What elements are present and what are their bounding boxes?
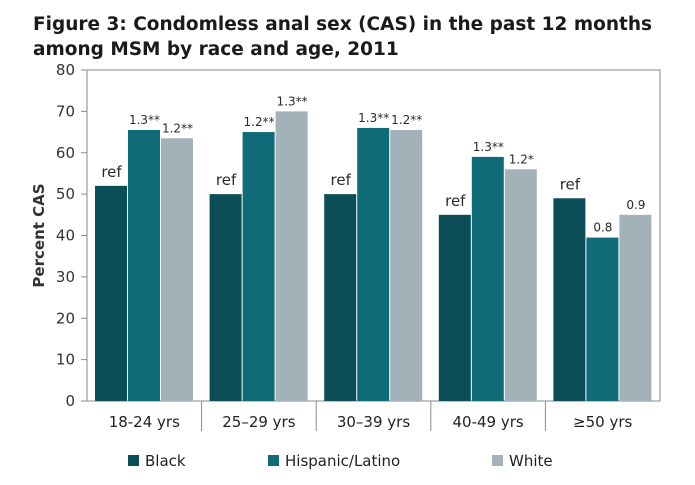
bar-0-1 [209, 194, 242, 401]
legend-swatch-0 [128, 455, 139, 466]
data-label-1-0: 1.3** [129, 113, 160, 127]
bar-0-2 [324, 194, 357, 401]
data-label-1-2: 1.3** [358, 111, 389, 125]
y-tick-label: 60 [56, 144, 75, 162]
bar-1-4 [586, 237, 619, 401]
chart-title-line-2: among MSM by race and age, 2011 [33, 39, 399, 60]
data-label-0-3: ref [445, 192, 466, 210]
x-category-label: 30–39 yrs [337, 413, 410, 431]
bar-2-3 [504, 169, 537, 401]
legend-label-1: Hispanic/Latino [285, 452, 400, 470]
y-tick-label: 40 [56, 227, 75, 245]
legend-label-0: Black [145, 452, 186, 470]
data-label-2-0: 1.2** [162, 121, 193, 135]
legend: Black Hispanic/Latino White [128, 452, 553, 470]
data-label-1-1: 1.2** [244, 115, 275, 129]
data-label-0-2: ref [331, 171, 352, 189]
data-label-0-1: ref [216, 171, 237, 189]
data-label-1-3: 1.3** [473, 140, 504, 154]
y-tick-label: 0 [65, 392, 75, 410]
x-category-label: 40-49 yrs [452, 413, 523, 431]
bar-0-0 [95, 185, 127, 401]
data-label-1-4: 0.8 [593, 221, 612, 235]
data-label-2-4: 0.9 [626, 198, 645, 212]
legend-label-2: White [509, 452, 553, 470]
y-axis-label: Percent CAS [30, 183, 48, 287]
bar-2-2 [390, 129, 423, 401]
y-tick-label: 70 [56, 102, 75, 120]
legend-swatch-2 [492, 455, 503, 466]
bar-2-0 [161, 138, 193, 402]
y-tick-label: 80 [56, 61, 75, 79]
data-label-0-0: ref [101, 163, 122, 181]
bar-0-4 [553, 198, 586, 401]
x-category-label: ≥50 yrs [573, 413, 632, 431]
y-tick-label: 10 [56, 351, 75, 369]
bar-1-2 [357, 127, 390, 402]
bar-1-3 [471, 156, 504, 401]
data-label-2-2: 1.2** [391, 113, 422, 127]
legend-swatch-1 [268, 455, 279, 466]
y-tick-label: 50 [56, 185, 75, 203]
chart-title-line-1: Figure 3: Condomless anal sex (CAS) in t… [33, 14, 652, 35]
bar-1-1 [242, 132, 275, 401]
bar-1-0 [128, 129, 160, 401]
x-category-label: 25–29 yrs [222, 413, 295, 431]
y-tick-label: 30 [56, 268, 75, 286]
x-category-label: 18-24 yrs [109, 413, 180, 431]
data-label-0-4: ref [560, 175, 581, 193]
y-tick-label: 20 [56, 309, 75, 327]
data-label-2-1: 1.3** [277, 94, 308, 108]
data-label-2-3: 1.2* [509, 152, 534, 166]
bar-2-4 [619, 214, 652, 401]
bar-2-1 [275, 111, 308, 401]
bar-0-3 [438, 214, 471, 401]
